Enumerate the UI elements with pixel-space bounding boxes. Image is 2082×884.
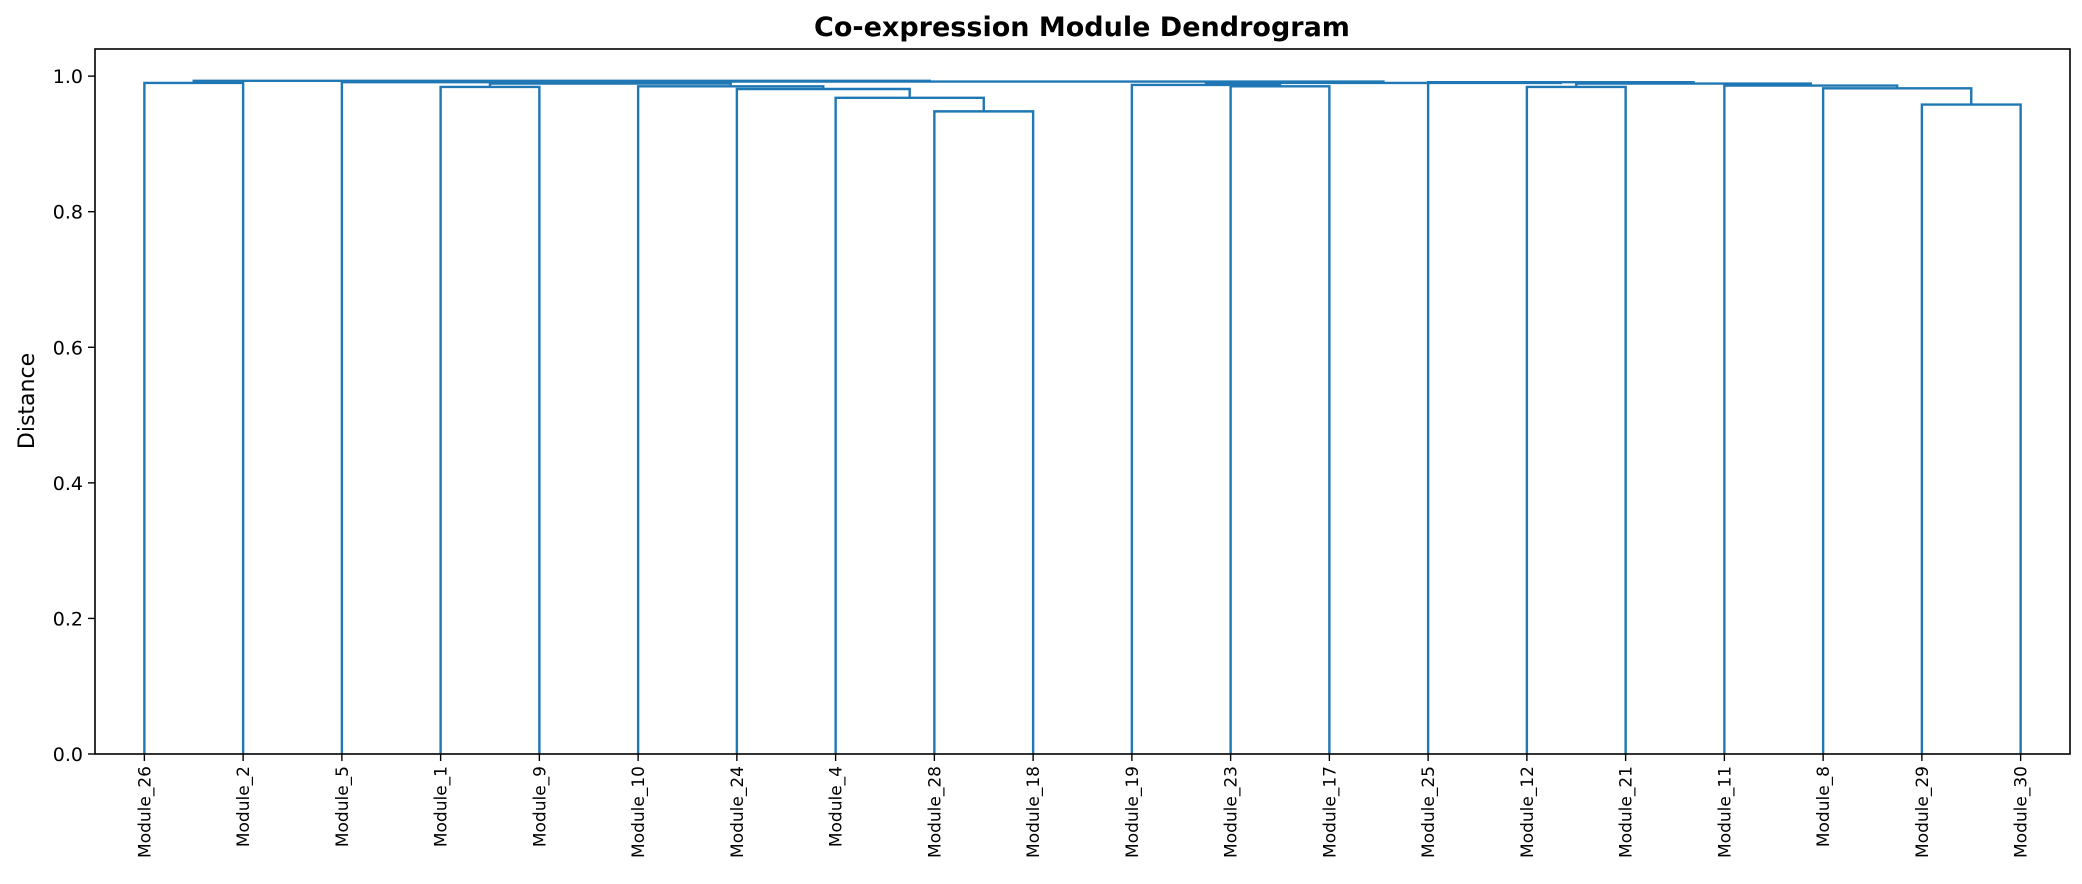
dendrogram-link (439, 85, 541, 754)
leaf-label: Module_28 (925, 766, 945, 858)
leaf-label: Module_18 (1024, 766, 1044, 858)
dendrogram-link (143, 81, 245, 754)
leaf-label: Module_10 (629, 766, 649, 858)
plot-frame (94, 48, 2071, 755)
leaf-label: Module_25 (1419, 766, 1439, 858)
leaf-label: Module_24 (728, 766, 748, 858)
y-tick-label: 0.6 (53, 337, 83, 359)
leaf-label: Module_11 (1715, 766, 1735, 858)
dendrogram-link (834, 96, 985, 754)
dendrogram-link (192, 79, 931, 83)
y-axis-ticks: 0.0 0.2 0.4 0.6 0.8 1.0 (53, 66, 95, 766)
leaf-label: Module_1 (432, 766, 452, 847)
leaf-label: Module_23 (1222, 766, 1242, 858)
y-tick-label: 0.0 (53, 744, 83, 766)
dendrogram-link (1920, 103, 2022, 754)
dendrogram-link (1723, 84, 1899, 754)
y-tick-label: 0.8 (53, 202, 83, 224)
dendrogram-link (735, 87, 911, 754)
leaf-label: Module_8 (1814, 766, 1834, 847)
leaf-label: Module_30 (2012, 766, 2032, 858)
dendrogram-link (1821, 87, 1973, 754)
leaf-label: Module_17 (1320, 766, 1340, 858)
leaf-label: Module_21 (1617, 766, 1637, 858)
dendrogram-links (143, 79, 2022, 754)
dendrogram-link (636, 85, 825, 754)
dendrogram-link (1130, 83, 1282, 754)
leaf-label: Module_5 (333, 766, 353, 847)
dendrogram-link (1426, 81, 1695, 754)
leaf-label: Module_12 (1518, 766, 1538, 858)
x-axis-ticks: Module_26 Module_2 Module_5 Module_1 Module_… (135, 754, 2032, 858)
y-tick-label: 1.0 (53, 66, 83, 88)
leaf-label: Module_9 (530, 766, 550, 847)
chart-title: Co-expression Module Dendrogram (814, 12, 1350, 43)
dendrogram-link (1525, 85, 1627, 754)
leaf-label: Module_2 (234, 766, 254, 847)
dendrogram-link (1229, 85, 1331, 754)
y-tick-label: 0.4 (53, 473, 83, 495)
y-axis-label: Distance (15, 353, 40, 449)
leaf-label: Module_29 (1913, 766, 1933, 858)
leaf-label: Module_4 (827, 766, 847, 847)
dendrogram-link (933, 110, 1035, 754)
dendrogram-link (340, 81, 612, 754)
y-tick-label: 0.2 (53, 608, 83, 630)
leaf-label: Module_19 (1123, 766, 1143, 858)
leaf-label: Module_26 (135, 766, 155, 858)
